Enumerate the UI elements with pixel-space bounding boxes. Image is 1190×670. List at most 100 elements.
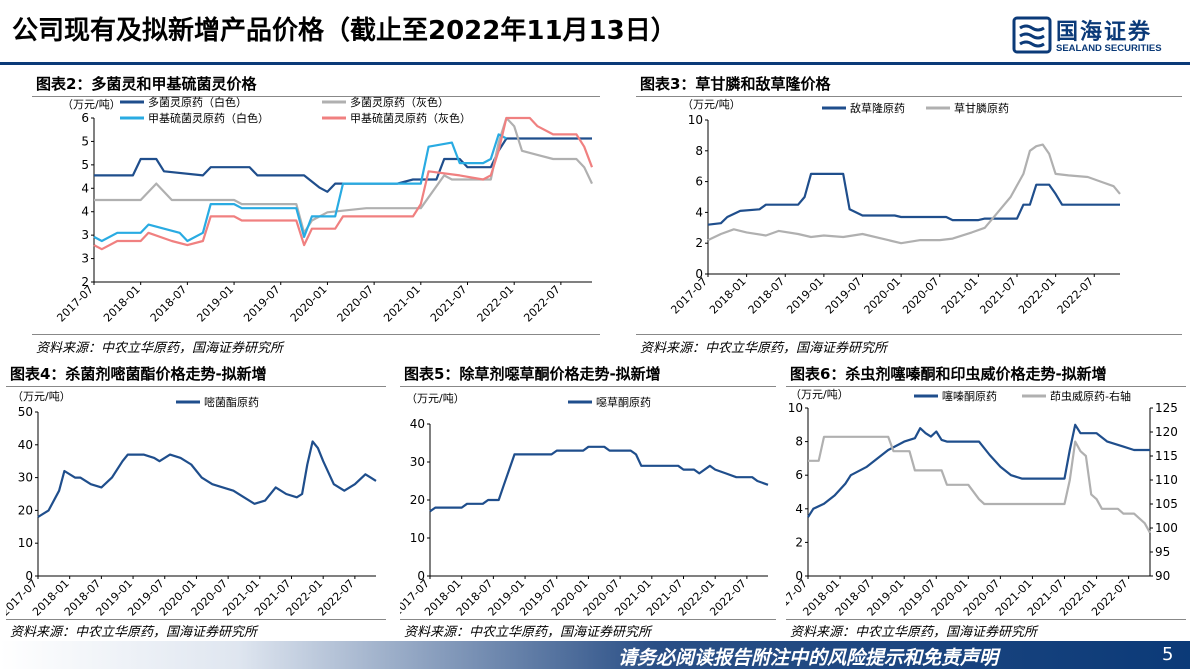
x-tick-label: 2018-01	[101, 283, 143, 325]
chart-title: 图表5：除草剂噁草酮价格走势-拟新增	[400, 362, 776, 387]
x-tick-label: 2018-07	[148, 283, 190, 325]
y-tick-label: 2	[81, 275, 89, 289]
series-line-0	[94, 137, 592, 193]
company-logo: 国海证券 SEALAND SECURITIES	[1012, 12, 1182, 60]
legend-label-0: 嘧菌酯原药	[204, 395, 259, 409]
x-tick-label: 2021-01	[381, 283, 423, 325]
chart-panel-2: 图表2：多菌灵和甲基硫菌灵价格 2 3 3 4 4 5 5 6 2017-07 2018-01 20…	[32, 72, 600, 358]
y2-tick-label: 120	[1155, 425, 1178, 439]
legend-label-1: 茚虫威原药-右轴	[1050, 389, 1131, 403]
x-tick-label: 2022-07	[521, 283, 563, 325]
y2-tick-label: 115	[1155, 449, 1178, 463]
chart-title: 图表6：杀虫剂噻嗪酮和印虫威价格走势-拟新增	[786, 362, 1186, 387]
y-tick-label: 5	[81, 134, 89, 148]
legend-label-0: 噻嗪酮原药	[942, 389, 997, 403]
x-tick-label: 2021-07	[977, 275, 1019, 317]
chart-source: 资料来源：中农立华原药，国海证券研究所	[404, 625, 652, 640]
y-tick-label: 2	[795, 535, 803, 549]
chart-title: 图表4：杀菌剂嘧菌酯价格走势-拟新增	[6, 362, 386, 387]
y-tick-label: 0	[417, 569, 425, 583]
source-divider	[400, 619, 776, 620]
oxadiazon-chart: 0102030402017-072018-012018-072019-01201…	[400, 392, 769, 618]
source-divider	[32, 334, 600, 335]
x-tick-label: 2018-01	[707, 275, 749, 317]
x-tick-label: 2020-01	[288, 283, 330, 325]
x-tick-label: 2019-07	[823, 275, 865, 317]
source-divider	[6, 619, 386, 620]
y-tick-label: 0	[25, 569, 33, 583]
y-tick-label: 30	[18, 471, 33, 485]
y-axis-label: （万元/吨）	[406, 392, 465, 405]
y-tick-label: 30	[410, 455, 425, 469]
chart-source: 资料来源：中农立华原药，国海证券研究所	[10, 625, 258, 640]
y-tick-label: 20	[18, 503, 33, 517]
source-divider	[786, 619, 1186, 620]
x-tick-label: 2020-07	[900, 275, 942, 317]
logo-name-cn: 国海证券	[1056, 20, 1153, 45]
legend-label-0: 噁草酮原药	[596, 396, 651, 409]
y2-tick-label: 110	[1155, 473, 1178, 487]
azoxystrobin-chart: 010203040502017-072018-012018-072019-012…	[6, 390, 377, 618]
chart-panel-4: 图表4：杀菌剂嘧菌酯价格走势-拟新增 0 10 20 30 40 50 2017-07 201…	[6, 362, 386, 642]
carbendazim-chart: 2 3 3 4 4 5 5 6 2017-07 2018-01 2018-07 2019-01 2019…	[54, 96, 594, 325]
y2-tick-label: 95	[1155, 545, 1170, 559]
x-tick-label: 2017-07	[54, 283, 96, 325]
series-line-2	[93, 133, 507, 243]
y-tick-label: 6	[695, 175, 703, 189]
logo-emblem-icon	[1012, 16, 1052, 54]
x-tick-label: 2021-01	[939, 275, 981, 317]
series-line-0	[429, 445, 769, 513]
x-tick-label: 2018-07	[746, 275, 788, 317]
x-tick-label: 2019-01	[194, 283, 236, 325]
series-line-0	[807, 423, 1150, 518]
y-tick-label: 40	[18, 438, 33, 452]
legend-label-0: 多菌灵原药（白色）	[148, 96, 247, 109]
x-tick-label: 2022-01	[475, 283, 517, 325]
y-tick-label: 0	[795, 569, 803, 583]
y-tick-label: 6	[795, 468, 803, 482]
chart-title: 图表3：草甘膦和敌草隆价格	[636, 72, 1182, 97]
legend-label-3: 甲基硫菌灵原药（灰色）	[350, 111, 471, 125]
y-tick-label: 4	[81, 205, 89, 219]
chart-panel-5: 图表5：除草剂噁草酮价格走势-拟新增 0 10 20 30 40 2017-07 2018-…	[400, 362, 776, 642]
buprofezin-indoxacarb-chart: 024681090951001051101151201252017-072018…	[786, 388, 1178, 618]
x-tick-label: 2019-01	[784, 275, 826, 317]
y-axis-label: （万元/吨）	[790, 388, 849, 401]
x-tick-label: 2020-07	[335, 283, 377, 325]
x-tick-label: 2022-01	[1016, 275, 1058, 317]
chart-panel-6: 图表6：杀虫剂噻嗪酮和印虫威价格走势-拟新增 0 2 4 6 8 10 90 95 100 105…	[786, 362, 1186, 642]
source-divider	[636, 334, 1182, 335]
glyphosate-diuron-chart: 0 2 4 6 8 10 2017-072018-012018-072019-012019-…	[668, 98, 1121, 317]
series-line-0	[707, 172, 1120, 226]
y-tick-label: 10	[788, 401, 803, 415]
series-line-1	[707, 143, 1121, 245]
y-axis-label: （万元/吨）	[12, 390, 71, 403]
y-tick-label: 10	[18, 536, 33, 550]
y-tick-label: 10	[688, 113, 703, 127]
legend-label-0: 敌草隆原药	[850, 101, 905, 115]
y-tick-label: 6	[81, 111, 89, 125]
chart-source: 资料来源：中农立华原药，国海证券研究所	[36, 341, 284, 356]
y-tick-label: 8	[695, 144, 703, 158]
footer-disclaimer: 请务必阅读报告附注中的风险提示和免责声明	[618, 647, 999, 669]
series-line-1	[94, 116, 593, 234]
chart-source: 资料来源：中农立华原药，国海证券研究所	[640, 341, 888, 356]
legend-label-1: 草甘膦原药	[954, 102, 1009, 115]
y2-tick-label: 105	[1155, 497, 1178, 511]
y-tick-label: 40	[410, 417, 425, 431]
y-tick-label: 5	[81, 158, 89, 172]
page-title: 公司现有及拟新增产品价格（截止至2022年11月13日）	[12, 16, 677, 46]
y-tick-label: 10	[410, 531, 425, 545]
chart-source: 资料来源：中农立华原药，国海证券研究所	[790, 625, 1038, 640]
y-tick-label: 3	[81, 252, 89, 266]
x-tick-label: 2017-07	[668, 275, 710, 317]
y2-tick-label: 90	[1155, 569, 1170, 583]
legend-label-2: 甲基硫菌灵原药（白色）	[148, 111, 269, 125]
y-tick-label: 4	[81, 181, 89, 195]
y-tick-label: 8	[795, 435, 803, 449]
title-divider	[0, 62, 1190, 65]
footer-bar	[0, 641, 1190, 669]
x-tick-label: 2019-07	[241, 283, 283, 325]
page-number: 5	[1162, 644, 1174, 665]
series-line-1	[808, 435, 1151, 534]
